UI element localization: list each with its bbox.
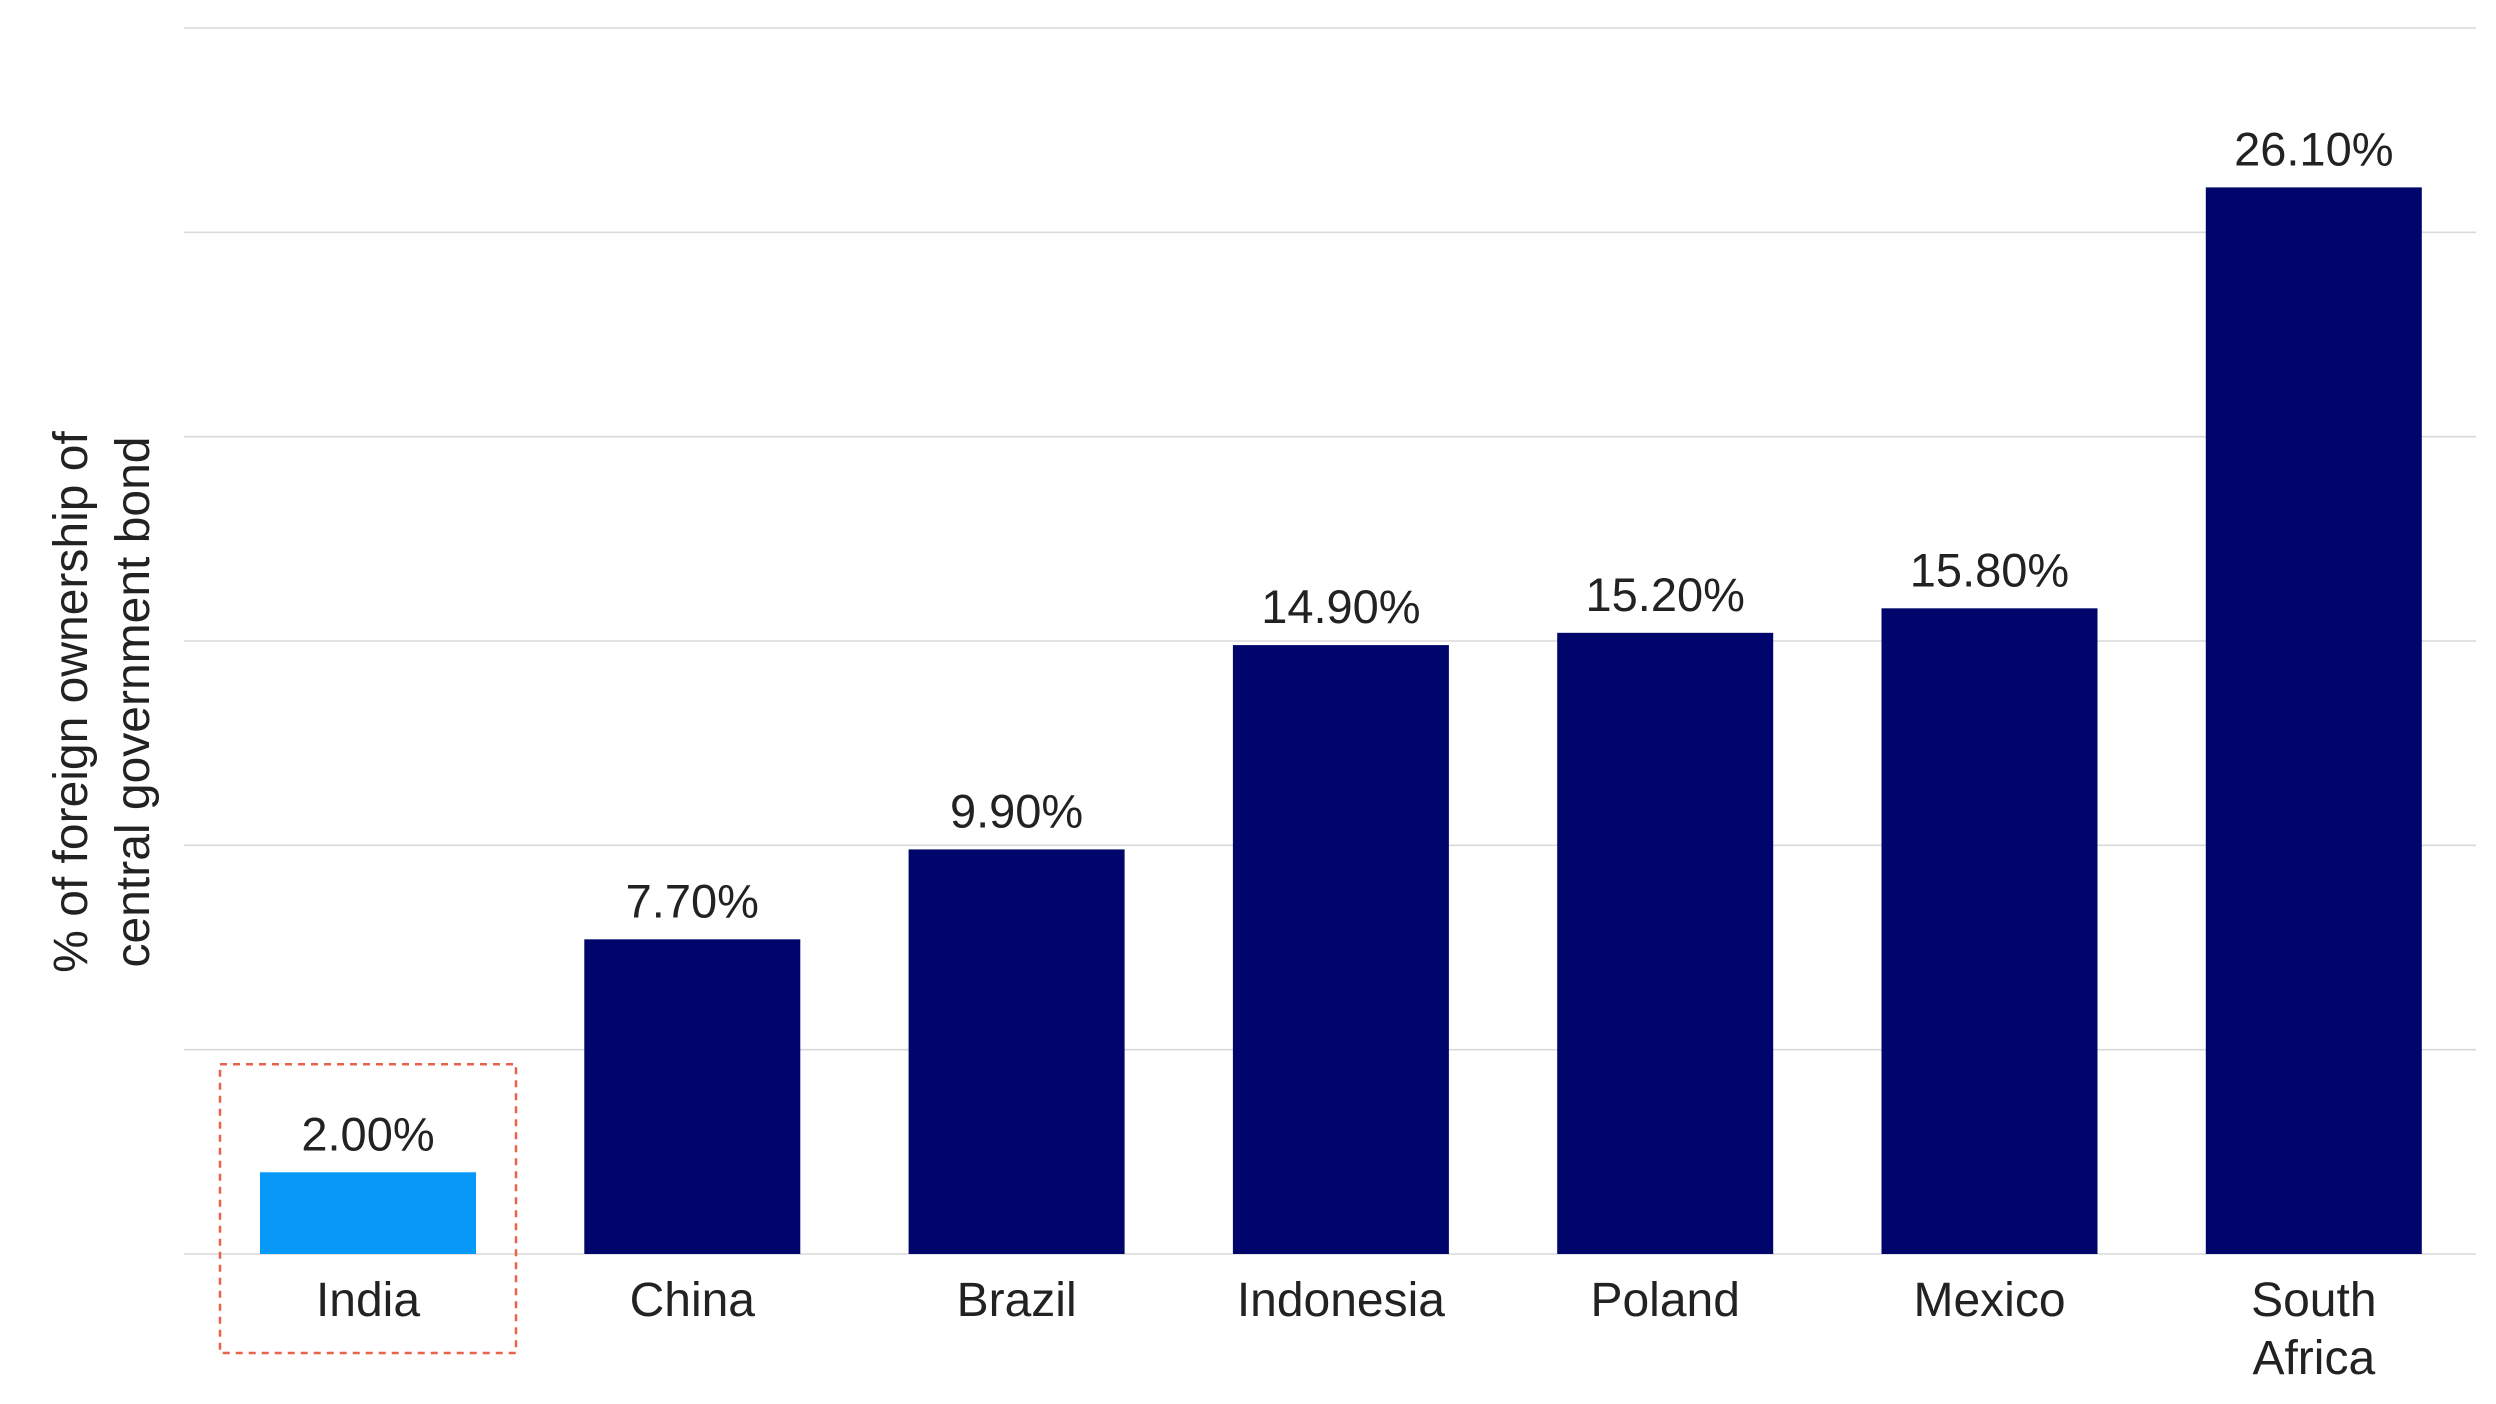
- value-label-china: 7.70%: [626, 874, 759, 927]
- category-label-poland: Poland: [1590, 1274, 1739, 1327]
- category-label-south-africa-line-2: Africa: [2252, 1332, 2375, 1385]
- bars: [218, 187, 2422, 1355]
- y-axis-label-line-1: % of foreign ownership of: [45, 431, 98, 973]
- value-label-india: 2.00%: [301, 1107, 434, 1160]
- bar-indonesia: [1232, 645, 1449, 1254]
- category-label-brazil: Brazil: [957, 1274, 1077, 1327]
- bar-mexico: [1881, 608, 2098, 1254]
- highlight-box-india: [218, 1063, 518, 1355]
- value-label-poland: 15.20%: [1585, 568, 1744, 621]
- value-label-mexico: 15.80%: [1910, 543, 2069, 596]
- category-label-south-africa-line-1: South: [2251, 1274, 2376, 1327]
- bar-poland: [1557, 632, 1774, 1254]
- bar-south-africa: [2205, 187, 2422, 1254]
- category-label-india: India: [316, 1274, 420, 1327]
- category-label-mexico: Mexico: [1913, 1274, 2065, 1327]
- value-labels: 2.00% 7.70% 9.90% 14.90% 15.20% 15.80% 26.10%: [301, 122, 2393, 1160]
- value-label-south-africa: 26.10%: [2234, 122, 2393, 175]
- category-labels: India China Brazil Indonesia Poland Mexico Sou…: [316, 1274, 2377, 1385]
- y-axis-label-line-2: central government bond: [107, 436, 160, 968]
- y-axis-label: % of foreign ownership of central govern…: [41, 431, 165, 973]
- bar-india: [260, 1172, 476, 1254]
- category-label-china: China: [630, 1274, 756, 1327]
- value-label-indonesia: 14.90%: [1261, 580, 1420, 633]
- bar-brazil: [908, 849, 1125, 1254]
- value-label-brazil: 9.90%: [950, 784, 1083, 837]
- bar-china: [584, 939, 801, 1254]
- category-label-indonesia: Indonesia: [1237, 1274, 1445, 1327]
